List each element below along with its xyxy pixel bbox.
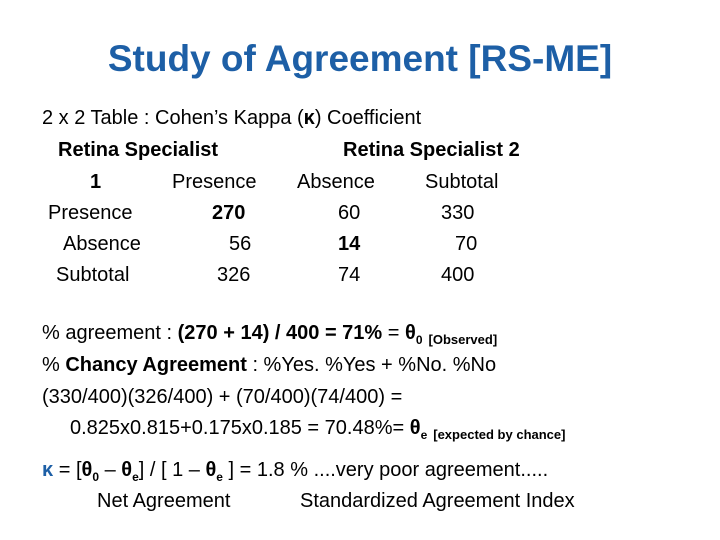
theta: θ (121, 459, 133, 481)
cell: 56 (229, 233, 252, 255)
row-label: Absence (63, 233, 141, 255)
subscript: e (132, 470, 139, 484)
subtitle: 2 x 2 Table : Cohen’s Kappa (κ) Coeffici… (42, 108, 421, 128)
kappa-symbol: κ (42, 459, 54, 481)
formula-text: ] / [ 1 – (138, 459, 206, 481)
formula-text: = (382, 322, 406, 344)
formula-text: 0.825x0.815+0.175x0.185 = 70.48%= (70, 417, 410, 439)
formula-line: % Chancy Agreement : %Yes. %Yes + %No. %… (42, 355, 496, 375)
theta: θ (81, 459, 93, 481)
formula-text: % (42, 354, 66, 376)
formula-text: Chancy Agreement (65, 354, 247, 376)
column-header: Subtotal (425, 171, 499, 193)
column-header: 1 (90, 171, 102, 193)
slide-title: Study of Agreement [RS-ME] (107, 38, 613, 79)
subscript-note: [expected by chance] (433, 427, 566, 442)
cell: 14 (338, 233, 361, 255)
cell: 74 (338, 264, 361, 286)
subscript-note: [Observed] (428, 332, 498, 347)
theta: θ (409, 417, 421, 439)
formula-text: (270 + 14) / 400 = 71% (177, 322, 383, 344)
cell: 70 (455, 233, 478, 255)
formula-text: = [ (53, 459, 82, 481)
subscript: e (216, 470, 223, 484)
theta: θ (205, 459, 217, 481)
subscript: 0 (92, 470, 100, 484)
caption: Net Agreement (97, 490, 231, 512)
column-header: Absence (297, 171, 375, 193)
cell: 60 (338, 202, 361, 224)
subtitle-text: ) Coefficient (314, 107, 422, 129)
formula-line: % agreement : (270 + 14) / 400 = 71% = θ… (42, 322, 497, 346)
formula-text: % agreement : (42, 322, 178, 344)
row-label: Presence (48, 202, 133, 224)
subtitle-text: 2 x 2 Table : Cohen’s Kappa ( (42, 107, 304, 129)
cell: 330 (441, 202, 475, 224)
row-label: Subtotal (56, 264, 130, 286)
formula-text: ] = 1.8 % ....very poor agreement..... (222, 459, 549, 481)
subscript: 0 (415, 333, 423, 347)
formula-text: – (99, 459, 122, 481)
theta: θ (405, 322, 416, 344)
formula-text: : %Yes. %Yes + %No. %No (246, 354, 497, 376)
cell: 400 (441, 264, 475, 286)
cell: 326 (217, 264, 251, 286)
column-header: Presence (172, 171, 257, 193)
subscript: e (420, 428, 428, 442)
formula-line: κ = [θ0 – θe] / [ 1 – θe ] = 1.8 % ....v… (42, 459, 549, 483)
caption: Standardized Agreement Index (300, 490, 575, 512)
table-header: Retina Specialist 2 (343, 139, 520, 161)
formula-line: (330/400)(326/400) + (70/400)(74/400) = (42, 387, 402, 407)
cell: 270 (212, 202, 246, 224)
formula-line: 0.825x0.815+0.175x0.185 = 70.48%= θe [exp… (70, 417, 565, 441)
kappa-symbol: κ (303, 107, 315, 129)
table-header: Retina Specialist (58, 139, 219, 161)
formula-text: (330/400)(326/400) + (70/400)(74/400) = (42, 386, 403, 408)
